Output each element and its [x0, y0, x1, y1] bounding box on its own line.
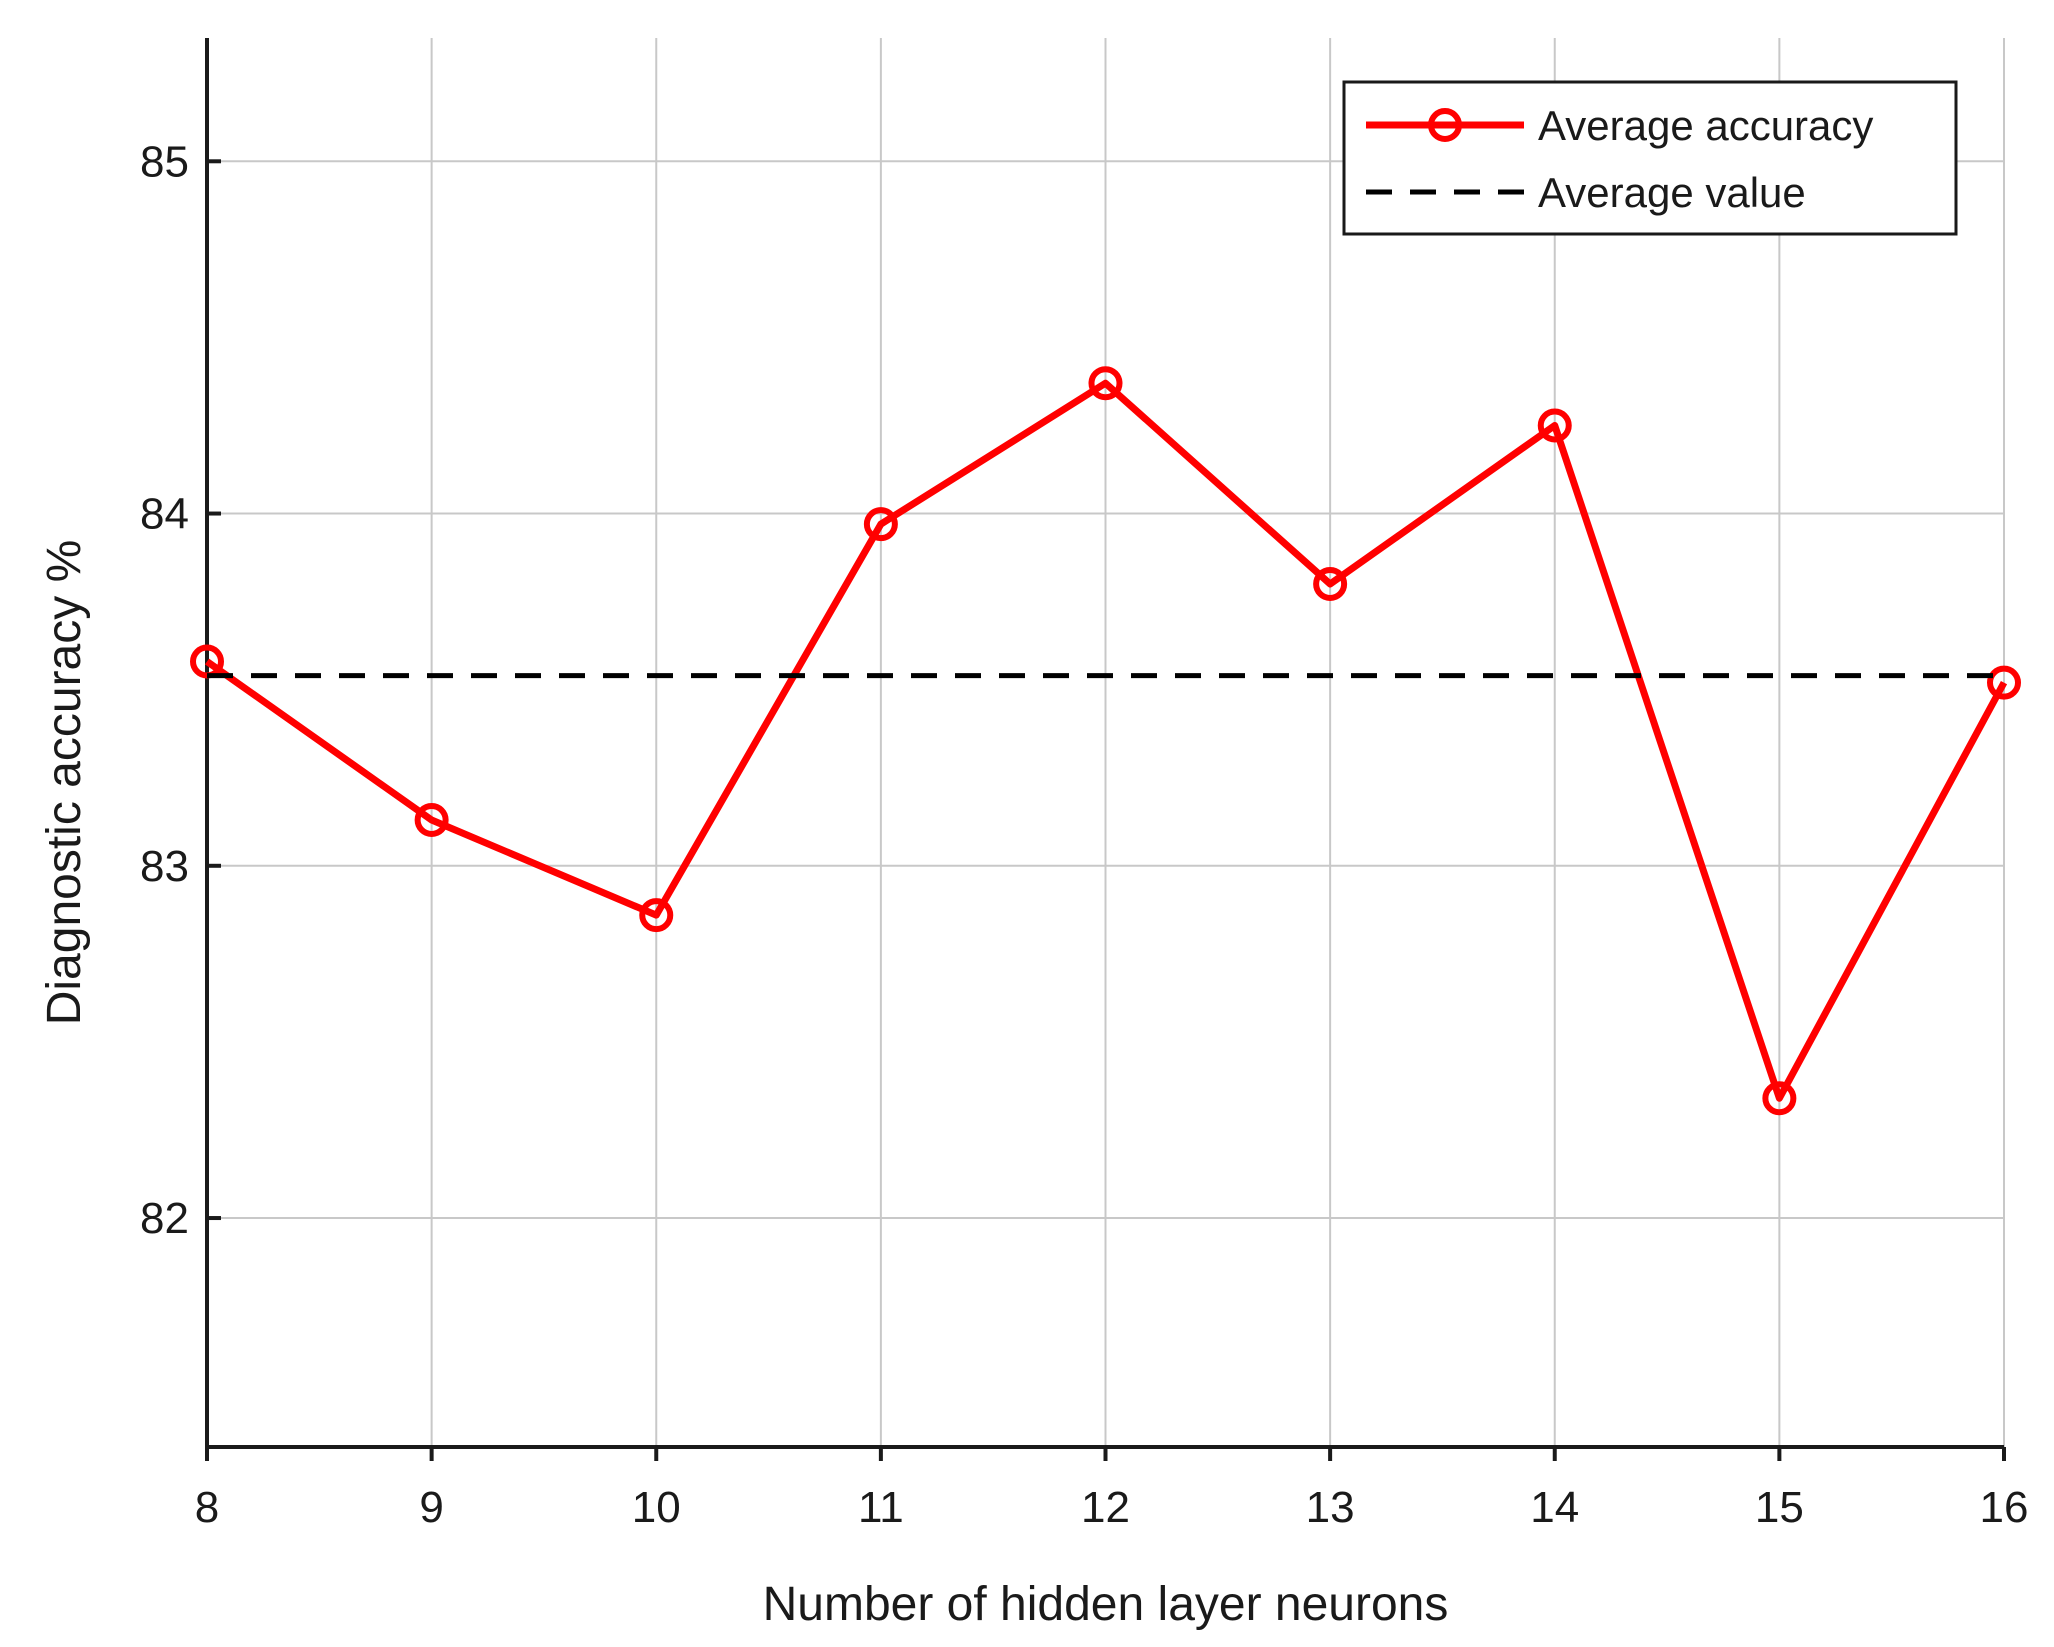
legend-label-average-value: Average value	[1538, 169, 1806, 216]
x-tick-label: 11	[858, 1483, 904, 1532]
legend: Average accuracy Average value	[1342, 80, 1958, 236]
data-point	[1313, 566, 1348, 601]
data-point	[1987, 665, 2021, 700]
y-axis-title: Diagnostic accuracy %	[38, 540, 91, 1026]
data-point	[1088, 366, 1123, 401]
y-tick-label: 82	[140, 1194, 189, 1243]
y-tick-label: 83	[140, 842, 189, 891]
x-tick-label: 13	[1306, 1483, 1355, 1532]
x-tick-label: 12	[1081, 1483, 1130, 1532]
tick-labels: 8 9 10 11 12 13 14 15 16 82 83 84 85	[140, 137, 2028, 1532]
data-point	[414, 802, 449, 837]
x-tick-label: 16	[1980, 1483, 2029, 1532]
data-point	[639, 898, 674, 933]
data-point	[1762, 1081, 1797, 1116]
x-tick-label: 9	[419, 1483, 443, 1532]
x-tick-label: 14	[1530, 1483, 1579, 1532]
data-point	[863, 507, 898, 542]
series-line-0	[204, 379, 2008, 1102]
x-tick-label: 15	[1755, 1483, 1804, 1532]
series	[190, 366, 2021, 1116]
x-tick-label: 8	[195, 1483, 219, 1532]
y-tick-label: 84	[140, 490, 189, 539]
y-tick-label: 85	[140, 137, 189, 186]
legend-box	[1342, 80, 1958, 236]
grid	[206, 38, 2005, 1447]
x-tick-label: 10	[632, 1483, 681, 1532]
legend-marker-average-accuracy	[1428, 108, 1462, 142]
data-point	[1537, 408, 1572, 443]
x-axis-title: Number of hidden layer neurons	[763, 1578, 1449, 1631]
legend-label-average-accuracy: Average accuracy	[1538, 102, 1873, 149]
